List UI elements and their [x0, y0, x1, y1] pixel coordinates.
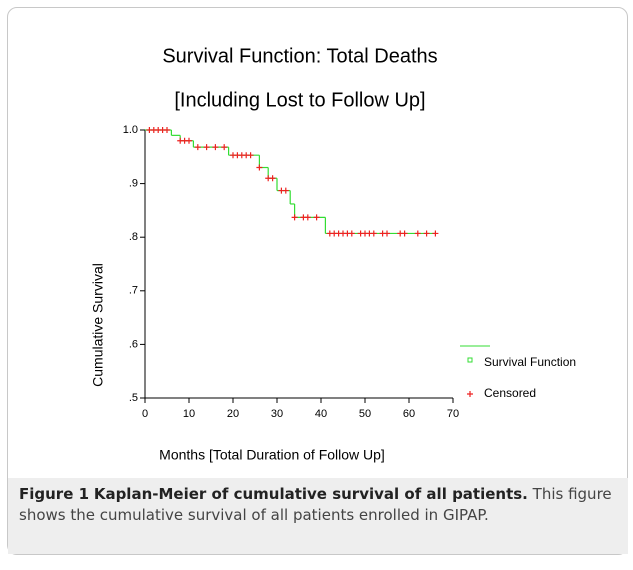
censored-mark: [194, 144, 201, 151]
censored-mark: [432, 230, 439, 237]
caption-label: Figure 1: [19, 485, 90, 503]
censored-mark: [304, 214, 311, 221]
censored-mark: [203, 144, 210, 151]
caption-title: Kaplan-Meier of cumulative survival of a…: [93, 485, 528, 503]
x-tick-label: 0: [142, 408, 148, 420]
y-tick-label: .5: [129, 392, 138, 404]
chart-subtitle: [Including Lost to Follow Up]: [174, 89, 425, 111]
x-tick-label: 50: [359, 408, 371, 420]
censored-mark: [221, 144, 228, 151]
censored-mark: [247, 152, 254, 159]
censored-mark: [256, 164, 263, 171]
y-tick-label: .6: [129, 338, 138, 350]
censored-mark: [186, 137, 192, 144]
censored-mark: [414, 230, 421, 237]
x-tick-label: 70: [447, 408, 459, 420]
chart: Survival Function: Total Deaths [Includi…: [90, 45, 576, 463]
y-tick-label: .7: [129, 285, 138, 297]
legend-label: Censored: [484, 386, 536, 400]
x-tick-label: 40: [315, 408, 327, 420]
legend-marker: [467, 357, 473, 363]
x-tick-label: 60: [403, 408, 415, 420]
y-tick-label: 1.0: [123, 124, 138, 136]
legend-marker: [467, 391, 473, 397]
censored-mark: [212, 144, 219, 151]
y-axis-label: Cumulative Survival: [90, 263, 106, 387]
censored-mark: [291, 214, 298, 221]
caption-text: This figure shows the cumulative surviva…: [19, 485, 612, 524]
figure-frame: [7, 7, 628, 555]
x-tick-label: 10: [183, 408, 195, 420]
y-tick-label: .8: [129, 231, 138, 243]
x-tick-label: 30: [271, 408, 283, 420]
chart-title: Survival Function: Total Deaths: [162, 45, 437, 67]
x-tick-label: 20: [227, 408, 239, 420]
censored-mark: [164, 127, 170, 133]
censored-mark: [423, 230, 430, 237]
censored-mark: [401, 230, 408, 237]
censored-mark: [313, 214, 320, 221]
censored-mark: [269, 175, 276, 182]
censored-mark: [282, 187, 289, 194]
legend-label: Survival Function: [484, 355, 576, 369]
censored-mark: [370, 230, 377, 237]
y-tick-label: .9: [129, 178, 138, 190]
censored-mark: [348, 230, 355, 237]
caption: Figure 1 Kaplan-Meier of cumulative surv…: [8, 478, 628, 554]
x-axis-label: Months [Total Duration of Follow Up]: [159, 447, 385, 463]
censored-mark: [384, 230, 390, 237]
